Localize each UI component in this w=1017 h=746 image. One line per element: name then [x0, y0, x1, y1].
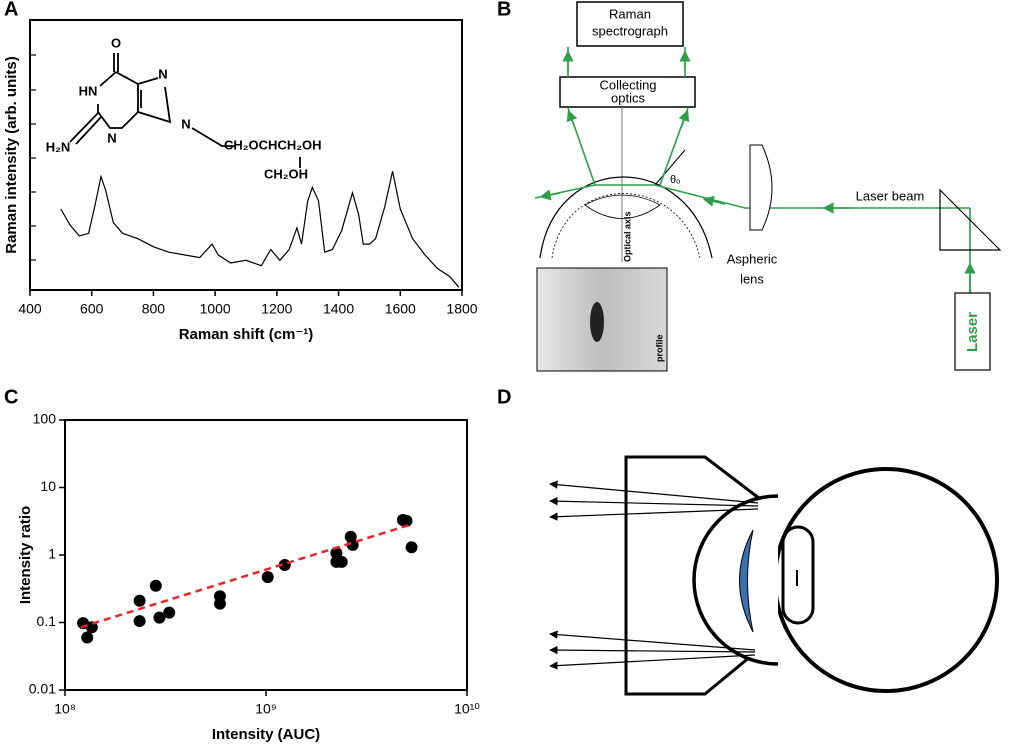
box-label: Raman [609, 6, 651, 21]
lens-label: lens [740, 271, 764, 286]
data-point [153, 611, 166, 624]
atom-label: N [158, 66, 167, 81]
data-point [405, 541, 418, 554]
spectrum-line [60, 171, 460, 288]
x-tick-label: 1200 [261, 301, 292, 317]
atom-label: H₂N [46, 139, 71, 154]
data-point [335, 555, 348, 568]
box-label: optics [611, 90, 645, 105]
atom-label: CH₂OH [264, 166, 308, 181]
atom-label: O [111, 35, 121, 50]
y-tick-label: 10 [40, 478, 56, 494]
lens-label: Aspheric [727, 251, 778, 266]
y-axis-label: Raman intensity (arb. units) [3, 56, 20, 254]
atom-label: CH₂OCHCH₂OH [224, 137, 322, 152]
y-tick-label: 0.01 [29, 681, 56, 697]
y-tick-label: 0.1 [37, 613, 57, 629]
x-axis-label: Raman shift (cm⁻¹) [179, 326, 314, 343]
fit-line [80, 523, 411, 629]
data-point [133, 615, 146, 628]
beam-label: Laser beam [856, 188, 925, 203]
x-tick-label: 1000 [200, 301, 231, 317]
raman-setup [534, 1, 1002, 372]
plot-frame [29, 19, 463, 291]
data-point [149, 579, 162, 592]
x-tick-label: 1800 [446, 301, 477, 317]
data-point [81, 631, 94, 644]
atom-label: N [107, 130, 116, 145]
panel-label: D [497, 386, 511, 408]
photo-label: profile [654, 334, 664, 362]
chemical-bonds [69, 53, 301, 168]
x-axis-label: Intensity (AUC) [212, 726, 320, 743]
panel-label: C [4, 386, 18, 408]
data-point [346, 538, 359, 551]
y-tick-label: 100 [33, 411, 57, 427]
plot-frame [64, 419, 468, 691]
x-tick-label: 1600 [385, 301, 416, 317]
box-label: Collecting [599, 77, 656, 92]
laser-label: Laser [964, 312, 981, 352]
x-tick-label: 800 [142, 301, 166, 317]
y-tick-label: 1 [48, 546, 56, 562]
x-tick-label: 400 [18, 301, 42, 317]
axis-label: Optical axis [622, 211, 632, 262]
data-point [133, 594, 146, 607]
angle-label: θₒ [670, 174, 680, 186]
x-tick-label: 600 [80, 301, 104, 317]
panel-label: A [4, 0, 18, 20]
data-point [400, 514, 413, 527]
x-tick-label: 10¹⁰ [454, 701, 480, 717]
atom-label: N [181, 116, 190, 131]
eye-setup [549, 455, 999, 696]
x-tick-label: 10⁸ [54, 701, 76, 717]
x-tick-label: 1400 [323, 301, 354, 317]
box-label: spectrograph [592, 23, 668, 38]
data-point [261, 571, 274, 584]
x-tick-label: 10⁹ [255, 701, 277, 717]
data-point [163, 606, 176, 619]
panel-label: B [497, 0, 511, 20]
data-point [85, 621, 98, 634]
data-point [330, 547, 343, 560]
y-axis-label: Intensity ratio [17, 506, 34, 604]
data-point [213, 597, 226, 610]
atom-label: HN [79, 83, 98, 98]
